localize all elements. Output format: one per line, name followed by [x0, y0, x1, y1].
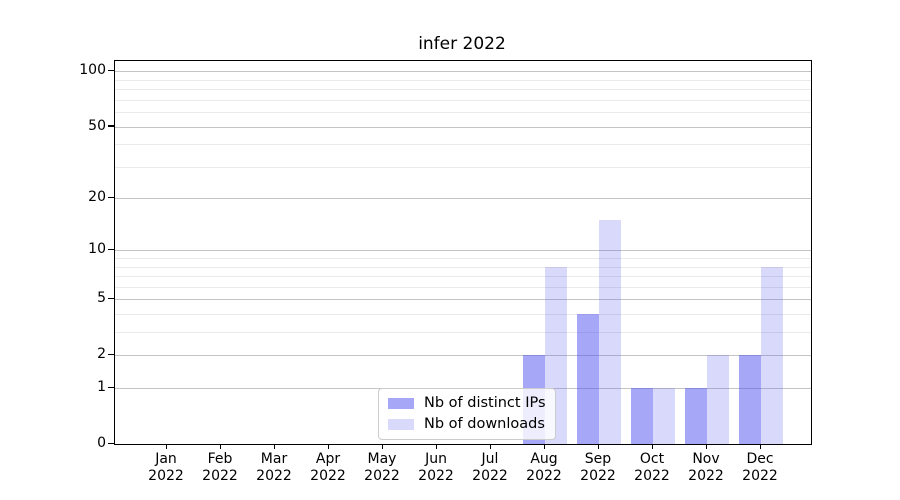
- legend: Nb of distinct IPs Nb of downloads: [378, 388, 556, 440]
- x-tick-label-sep: Sep 2022: [580, 451, 616, 484]
- x-tick-label-dec: Dec 2022: [742, 451, 778, 484]
- gridline-minor-7: [115, 276, 811, 278]
- x-tick-mark-jan: [165, 444, 167, 449]
- y-tick-label-1: 1: [97, 379, 106, 396]
- gridline-major-10: [115, 250, 811, 252]
- x-tick-mark-jul: [489, 444, 491, 449]
- bar-dec-nb-of-distinct-ips: [739, 355, 761, 444]
- y-tick-label-5: 5: [97, 290, 106, 307]
- x-tick-mark-may: [381, 444, 383, 449]
- plot-area: [114, 60, 812, 445]
- bar-sep-nb-of-distinct-ips: [577, 314, 599, 444]
- gridline-minor-4: [115, 314, 811, 316]
- x-tick-mark-feb: [219, 444, 221, 449]
- bar-dec-nb-of-downloads: [761, 266, 783, 444]
- x-tick-mark-dec: [759, 444, 761, 449]
- x-tick-label-jul: Jul 2022: [472, 451, 508, 484]
- legend-row-nb-of-downloads: Nb of downloads: [388, 415, 546, 433]
- gridline-minor-9: [115, 258, 811, 260]
- bar-sep-nb-of-downloads: [599, 220, 621, 444]
- gridline-major-100: [115, 71, 811, 73]
- gridline-minor-6: [115, 286, 811, 288]
- legend-label: Nb of distinct IPs: [424, 395, 546, 411]
- bar-nov-nb-of-distinct-ips: [685, 388, 707, 444]
- y-tick-label-10: 10: [88, 241, 106, 258]
- legend-label: Nb of downloads: [424, 416, 545, 432]
- x-tick-label-jun: Jun 2022: [418, 451, 454, 484]
- x-tick-label-feb: Feb 2022: [202, 451, 238, 484]
- x-tick-label-apr: Apr 2022: [310, 451, 346, 484]
- gridline-minor-80: [115, 89, 811, 91]
- y-tick-label-100: 100: [79, 62, 106, 79]
- y-tick-mark-5: [108, 297, 114, 300]
- x-tick-label-nov: Nov 2022: [688, 451, 724, 484]
- gridline-minor-60: [115, 112, 811, 114]
- gridline-minor-40: [115, 144, 811, 146]
- gridline-minor-70: [115, 99, 811, 101]
- y-tick-mark-100: [108, 69, 114, 72]
- x-tick-label-may: May 2022: [364, 451, 400, 484]
- x-tick-mark-aug: [543, 444, 545, 449]
- x-tick-label-mar: Mar 2022: [256, 451, 292, 484]
- legend-swatch-icon: [388, 397, 414, 409]
- x-tick-label-jan: Jan 2022: [148, 451, 184, 484]
- gridline-minor-3: [115, 332, 811, 334]
- gridline-major-50: [115, 126, 811, 128]
- x-tick-label-aug: Aug 2022: [526, 451, 562, 484]
- y-tick-mark-1: [108, 386, 114, 388]
- y-tick-mark-20: [108, 196, 114, 199]
- y-tick-label-50: 50: [88, 117, 106, 134]
- y-tick-label-0: 0: [97, 435, 106, 451]
- x-tick-mark-nov: [705, 444, 707, 449]
- x-tick-mark-oct: [651, 444, 653, 449]
- gridline-minor-8: [115, 266, 811, 268]
- y-tick-label-2: 2: [97, 346, 106, 363]
- gridline-minor-30: [115, 166, 811, 168]
- x-tick-mark-apr: [327, 444, 329, 449]
- chart-title: infer 2022: [418, 34, 506, 54]
- legend-row-nb-of-distinct-ips: Nb of distinct IPs: [388, 394, 546, 412]
- bar-nov-nb-of-downloads: [707, 355, 729, 444]
- x-tick-mark-sep: [597, 444, 599, 449]
- y-tick-mark-2: [108, 353, 114, 356]
- y-tick-mark-10: [108, 248, 114, 251]
- bar-oct-nb-of-distinct-ips: [631, 388, 653, 444]
- bar-oct-nb-of-downloads: [653, 388, 675, 444]
- x-tick-mark-jun: [435, 444, 437, 449]
- y-tick-mark-0: [108, 442, 114, 444]
- gridline-major-2: [115, 355, 811, 357]
- y-tick-label-20: 20: [88, 189, 106, 206]
- gridline-major-20: [115, 198, 811, 200]
- gridline-minor-90: [115, 79, 811, 81]
- legend-swatch-icon: [388, 418, 414, 430]
- x-tick-mark-mar: [273, 444, 275, 449]
- gridline-major-5: [115, 299, 811, 301]
- x-tick-label-oct: Oct 2022: [634, 451, 670, 484]
- y-tick-mark-50: [108, 125, 114, 127]
